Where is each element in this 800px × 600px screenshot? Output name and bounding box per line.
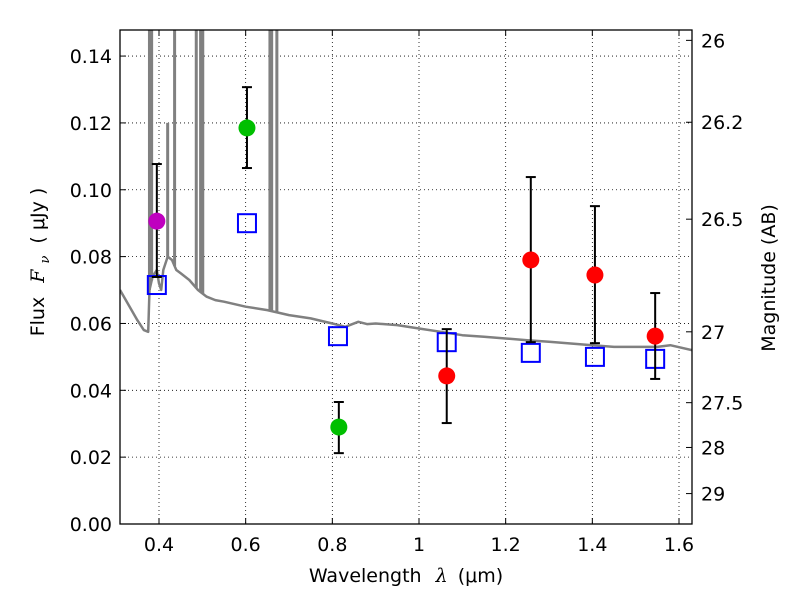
observed-point xyxy=(646,327,664,345)
model-photometry-square xyxy=(520,342,541,363)
observed-point xyxy=(148,212,166,230)
plot-area xyxy=(120,30,692,455)
y2-axis-label: Magnitude (AB) xyxy=(758,204,780,352)
x-axis-label-unit: (μm) xyxy=(458,565,503,587)
y-axis-label-text: Flux xyxy=(27,297,49,337)
y2-tick-label: 26.2 xyxy=(701,112,743,134)
y-tick-label: 0.08 xyxy=(70,247,112,269)
x-axis-label: Wavelength λ (μm) xyxy=(309,565,503,587)
observed-point xyxy=(586,266,604,284)
y-axis-label-symbol: F xyxy=(27,269,49,284)
observed-points xyxy=(148,119,664,436)
y2-tick-label: 26 xyxy=(701,30,725,52)
grid-lines xyxy=(120,30,692,524)
y2-tick-label: 28 xyxy=(701,437,725,459)
x-tick-label: 0.4 xyxy=(144,534,174,556)
x-tick-label: 1.4 xyxy=(577,534,607,556)
y2-tick-label: 29 xyxy=(701,484,725,506)
model-photometry-square xyxy=(584,346,605,367)
model-photometry-square xyxy=(236,213,257,234)
x-axis-label-text: Wavelength xyxy=(309,565,422,587)
y2-axis-ticks: 26 26.2 26.5 27 27.5 28 29 xyxy=(686,30,743,506)
y-axis-label-subscript: ν xyxy=(38,256,53,264)
y-tick-label: 0.10 xyxy=(70,180,112,202)
y-axis-ticks: 0.00 0.02 0.04 0.06 0.08 0.10 0.12 0.14 xyxy=(70,46,126,536)
y2-tick-label: 27 xyxy=(701,322,725,344)
x-axis-ticks: 0.4 0.6 0.8 1 1.2 1.4 1.6 xyxy=(144,30,694,556)
y2-tick-label: 26.5 xyxy=(701,209,743,231)
x-tick-label: 1 xyxy=(413,534,425,556)
model-spectrum xyxy=(120,30,692,352)
y-tick-label: 0.14 xyxy=(70,46,112,68)
observed-point xyxy=(522,251,540,269)
y-tick-label: 0.12 xyxy=(70,113,112,135)
y-tick-label: 0.06 xyxy=(70,313,112,335)
x-axis-label-symbol: λ xyxy=(435,565,448,587)
model-photometry-square xyxy=(327,326,348,347)
observed-point xyxy=(238,119,256,137)
y-tick-label: 0.02 xyxy=(70,447,112,469)
observed-point xyxy=(330,418,348,436)
x-tick-label: 1.2 xyxy=(491,534,521,556)
y-axis-label-unit: ( μJy ) xyxy=(27,188,49,244)
x-tick-label: 0.6 xyxy=(231,534,261,556)
x-tick-label: 0.8 xyxy=(317,534,347,556)
y-axis-label: Flux F ν ( μJy ) xyxy=(27,188,54,337)
observed-point xyxy=(438,367,456,385)
y-tick-label: 0.00 xyxy=(70,514,112,536)
y2-tick-label: 27.5 xyxy=(701,393,743,415)
plot-frame xyxy=(119,29,693,525)
y-tick-label: 0.04 xyxy=(70,380,112,402)
x-tick-label: 1.6 xyxy=(664,534,694,556)
